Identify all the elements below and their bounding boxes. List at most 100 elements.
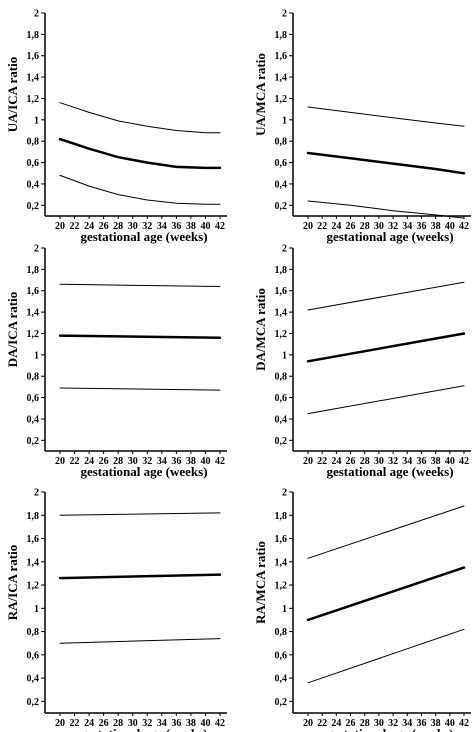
y-tick-label: 0,2 (27, 436, 40, 447)
y-tick-label: 1 (282, 115, 287, 126)
x-tick-label: 36 (171, 456, 181, 467)
x-tick-label: 38 (186, 456, 196, 467)
y-tick-label: 1,4 (275, 308, 288, 319)
y-tick-label: 0,6 (275, 393, 288, 404)
x-tick-label: 20 (55, 718, 65, 729)
y-tick-label: 2 (282, 488, 287, 499)
x-tick-label: 28 (360, 718, 370, 729)
x-tick-label: 42 (215, 221, 225, 232)
x-tick-label: 34 (402, 456, 412, 467)
x-tick-label: 40 (445, 221, 455, 232)
y-tick-label: 1,6 (27, 534, 40, 545)
y-tick-label: 2 (282, 244, 287, 255)
y-tick-label: 1 (282, 350, 287, 361)
chart-panel-6: 0,2 0,4 0,6 0,8 1 1,2 1,4 1,6 1,8 2 20 22 24 26 28 30 32… (253, 488, 471, 732)
y-tick-label: 0,2 (275, 697, 288, 708)
y-tick-label: 1,4 (27, 73, 40, 84)
y-tick-label: 1,8 (27, 511, 40, 522)
x-tick-label: 26 (99, 221, 109, 232)
y-tick-label: 1,4 (275, 73, 288, 84)
y-tick-label: 0,8 (275, 137, 288, 148)
y-tick-label: 2 (34, 9, 39, 20)
y-axis-title: DA/MCA ratio (253, 288, 268, 371)
x-tick-label: 38 (431, 221, 441, 232)
series-line-median (58, 137, 222, 170)
x-tick-label: 38 (186, 718, 196, 729)
y-tick-label: 1,2 (275, 329, 288, 340)
y-tick-label: 1,2 (275, 94, 288, 105)
y-tick-label: 2 (34, 244, 39, 255)
y-tick-label: 0,2 (27, 201, 40, 212)
x-tick-label: 28 (113, 456, 123, 467)
series-line-upper (307, 505, 465, 559)
series-line-upper (307, 106, 465, 127)
chart-panel-1: 0,2 0,4 0,6 0,8 1 1,2 1,4 1,6 1,8 2 20 22 24 26 28 30 32… (5, 9, 227, 244)
y-tick-label: 1,2 (27, 329, 40, 340)
x-tick-label: 42 (459, 221, 469, 232)
y-tick-label: 1,8 (27, 265, 40, 276)
y-tick-label: 1,8 (275, 511, 288, 522)
x-tick-label: 22 (70, 221, 80, 232)
y-tick-label: 1,8 (275, 30, 288, 41)
y-tick-label: 0,6 (275, 650, 288, 661)
x-tick-label: 20 (55, 456, 65, 467)
x-tick-label: 34 (157, 718, 167, 729)
x-tick-label: 34 (157, 456, 167, 467)
series-line-median (306, 566, 466, 622)
y-tick-label: 0,2 (275, 201, 288, 212)
y-tick-label: 1 (34, 604, 39, 615)
x-tick-label: 36 (171, 221, 181, 232)
x-tick-label: 38 (186, 221, 196, 232)
x-tick-label: 38 (431, 456, 441, 467)
chart-panel-2: 0,2 0,4 0,6 0,8 1 1,2 1,4 1,6 1,8 2 20 22 24 26 28 30 32… (253, 9, 471, 244)
x-tick-label: 24 (331, 718, 341, 729)
y-tick-label: 0,4 (275, 414, 288, 425)
x-tick-label: 34 (157, 221, 167, 232)
y-tick-label: 0,8 (275, 372, 288, 383)
y-tick-label: 1,4 (27, 557, 40, 568)
y-tick-label: 0,8 (27, 137, 40, 148)
y-tick-label: 2 (34, 488, 39, 499)
y-tick-label: 1,4 (275, 557, 288, 568)
y-tick-label: 0,2 (275, 436, 288, 447)
y-tick-label: 1,6 (27, 286, 40, 297)
y-tick-label: 0,8 (27, 627, 40, 638)
y-tick-label: 0,4 (275, 674, 288, 685)
series-line-lower (307, 628, 465, 684)
x-tick-label: 26 (346, 221, 356, 232)
y-tick-label: 1,8 (27, 30, 40, 41)
x-tick-label: 40 (445, 456, 455, 467)
x-tick-label: 38 (431, 718, 441, 729)
y-tick-label: 0,8 (275, 627, 288, 638)
series-line-lower (59, 387, 221, 391)
y-tick-label: 1,2 (275, 581, 288, 592)
x-tick-label: 40 (200, 456, 210, 467)
y-tick-label: 1,4 (27, 308, 40, 319)
y-tick-label: 1 (282, 604, 287, 615)
y-tick-label: 0,2 (27, 697, 40, 708)
y-tick-label: 1,6 (275, 286, 288, 297)
x-axis-title: gestational age (weeks) (80, 229, 207, 244)
x-tick-label: 26 (99, 456, 109, 467)
x-tick-label: 42 (459, 456, 469, 467)
x-tick-label: 42 (215, 718, 225, 729)
series-line-upper (59, 512, 221, 516)
x-tick-label: 40 (445, 718, 455, 729)
chart-panel-4: 0,2 0,4 0,6 0,8 1 1,2 1,4 1,6 1,8 2 20 22 24 26 28 30 32… (253, 244, 471, 479)
y-axis-title: RA/ICA ratio (5, 545, 20, 620)
y-tick-label: 2 (282, 9, 287, 20)
y-tick-label: 0,8 (27, 372, 40, 383)
chart-panel-5: 0,2 0,4 0,6 0,8 1 1,2 1,4 1,6 1,8 2 20 22 24 26 28 30 32… (5, 488, 227, 732)
x-tick-label: 24 (84, 456, 94, 467)
series-line-upper (59, 283, 221, 287)
x-tick-label: 20 (303, 456, 313, 467)
x-tick-label: 30 (128, 718, 138, 729)
x-tick-label: 28 (360, 456, 370, 467)
y-tick-label: 0,4 (27, 414, 40, 425)
x-tick-label: 30 (374, 221, 384, 232)
series-line-lower (307, 200, 465, 219)
x-tick-label: 36 (416, 718, 426, 729)
y-tick-label: 1,6 (27, 51, 40, 62)
x-tick-label: 34 (402, 718, 412, 729)
x-tick-label: 24 (331, 456, 341, 467)
